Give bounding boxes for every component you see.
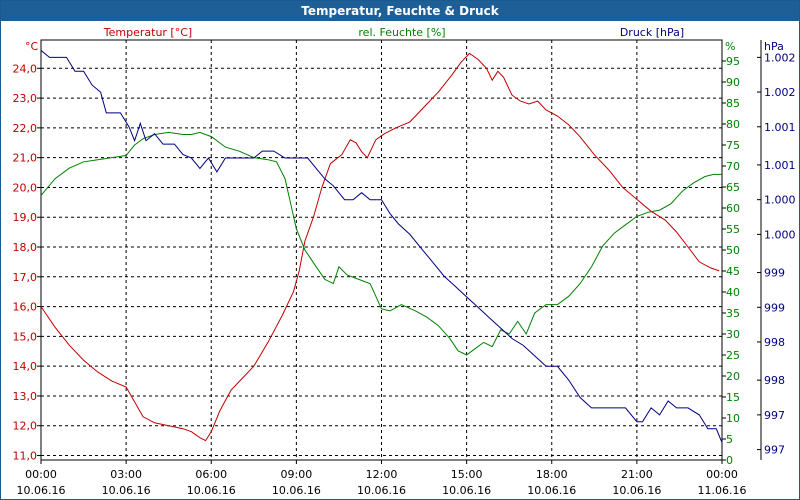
pressure-tick-label: 998 <box>764 336 785 349</box>
humidity-tick-label: 5 <box>726 433 733 446</box>
humidity-tick-label: 25 <box>726 349 740 362</box>
pressure-axis-label: Druck [hPa] <box>620 26 684 39</box>
x-tick-time: 15:00 <box>451 468 483 481</box>
humidity-tick-label: 75 <box>726 139 740 152</box>
temp-tick-label: 23,0 <box>13 92 38 105</box>
humidity-series-line <box>40 131 722 356</box>
temp-tick-label: 20,0 <box>13 181 38 194</box>
pressure-unit: hPa <box>764 40 784 53</box>
temp-tick-label: 21,0 <box>13 152 38 165</box>
axes <box>37 39 762 464</box>
humidity-axis-label: rel. Feuchte [%] <box>358 26 445 39</box>
humidity-unit: % <box>725 40 735 53</box>
x-tick-date: 10.06.16 <box>527 484 576 497</box>
humidity-tick-label: 40 <box>726 286 740 299</box>
axis-labels: 00:00 10.06.16 03:00 10.06.16 06:00 10.06.16 0… <box>13 26 796 497</box>
humidity-tick-label: 90 <box>726 76 740 89</box>
pressure-tick-label: 997 <box>764 409 785 422</box>
humidity-tick-label: 10 <box>726 412 740 425</box>
humidity-tick-label: 20 <box>726 370 740 383</box>
temp-tick-label: 11,0 <box>13 450 38 463</box>
x-tick-date: 11.06.16 <box>698 484 747 497</box>
x-tick-time: 21:00 <box>621 468 653 481</box>
humidity-tick-label: 35 <box>726 307 740 320</box>
humidity-tick-label: 85 <box>726 97 740 110</box>
humidity-tick-label: 15 <box>726 391 740 404</box>
temperature-series-line <box>40 52 720 442</box>
x-tick-date: 10.06.16 <box>357 484 406 497</box>
humidity-tick-label: 50 <box>726 244 740 257</box>
x-tick-time: 09:00 <box>281 468 313 481</box>
pressure-tick-label: 1.001 <box>764 121 796 134</box>
series-lines <box>40 50 723 443</box>
temp-tick-label: 22,0 <box>13 122 38 135</box>
temp-tick-label: 16,0 <box>13 301 38 314</box>
humidity-tick-label: 95 <box>726 55 740 68</box>
pressure-series-line <box>40 50 723 443</box>
pressure-tick-label: 1.000 <box>764 194 796 207</box>
temp-axis-label: Temperatur [°C] <box>103 26 192 39</box>
temp-tick-label: 24,0 <box>13 62 38 75</box>
humidity-tick-label: 0 <box>726 454 733 467</box>
x-tick-time: 00:00 <box>706 468 738 481</box>
temp-tick-label: 13,0 <box>13 390 38 403</box>
x-tick-time: 03:00 <box>110 468 142 481</box>
x-tick-date: 10.06.16 <box>272 484 321 497</box>
humidity-tick-label: 65 <box>726 181 740 194</box>
x-tick-date: 10.06.16 <box>187 484 236 497</box>
grid <box>41 40 722 460</box>
pressure-tick-label: 999 <box>764 267 785 280</box>
pressure-tick-label: 1.000 <box>764 228 796 241</box>
x-tick-date: 10.06.16 <box>17 484 66 497</box>
temp-tick-label: 15,0 <box>13 330 38 343</box>
pressure-tick-label: 1.001 <box>764 159 796 172</box>
x-tick-date: 10.06.16 <box>442 484 491 497</box>
chart-title: Temperatur, Feuchte & Druck <box>1 1 799 21</box>
x-tick-date: 10.06.16 <box>102 484 151 497</box>
pressure-tick-label: 1.002 <box>764 51 796 64</box>
humidity-tick-label: 70 <box>726 160 740 173</box>
x-tick-time: 12:00 <box>366 468 398 481</box>
pressure-tick-label: 999 <box>764 301 785 314</box>
x-tick-time: 06:00 <box>195 468 227 481</box>
humidity-tick-label: 30 <box>726 328 740 341</box>
humidity-tick-label: 55 <box>726 223 740 236</box>
pressure-tick-label: 1.002 <box>764 86 796 99</box>
pressure-tick-label: 997 <box>764 444 785 457</box>
temp-tick-label: 12,0 <box>13 420 38 433</box>
temp-tick-label: 14,0 <box>13 360 38 373</box>
temp-unit: °C <box>25 40 39 53</box>
temp-tick-label: 19,0 <box>13 211 38 224</box>
x-tick-time: 00:00 <box>25 468 57 481</box>
pressure-tick-label: 998 <box>764 374 785 387</box>
x-tick-date: 10.06.16 <box>612 484 661 497</box>
x-tick-time: 18:00 <box>536 468 568 481</box>
humidity-tick-label: 60 <box>726 202 740 215</box>
humidity-tick-label: 80 <box>726 118 740 131</box>
temp-tick-label: 17,0 <box>13 271 38 284</box>
humidity-tick-label: 45 <box>726 265 740 278</box>
temp-tick-label: 18,0 <box>13 241 38 254</box>
